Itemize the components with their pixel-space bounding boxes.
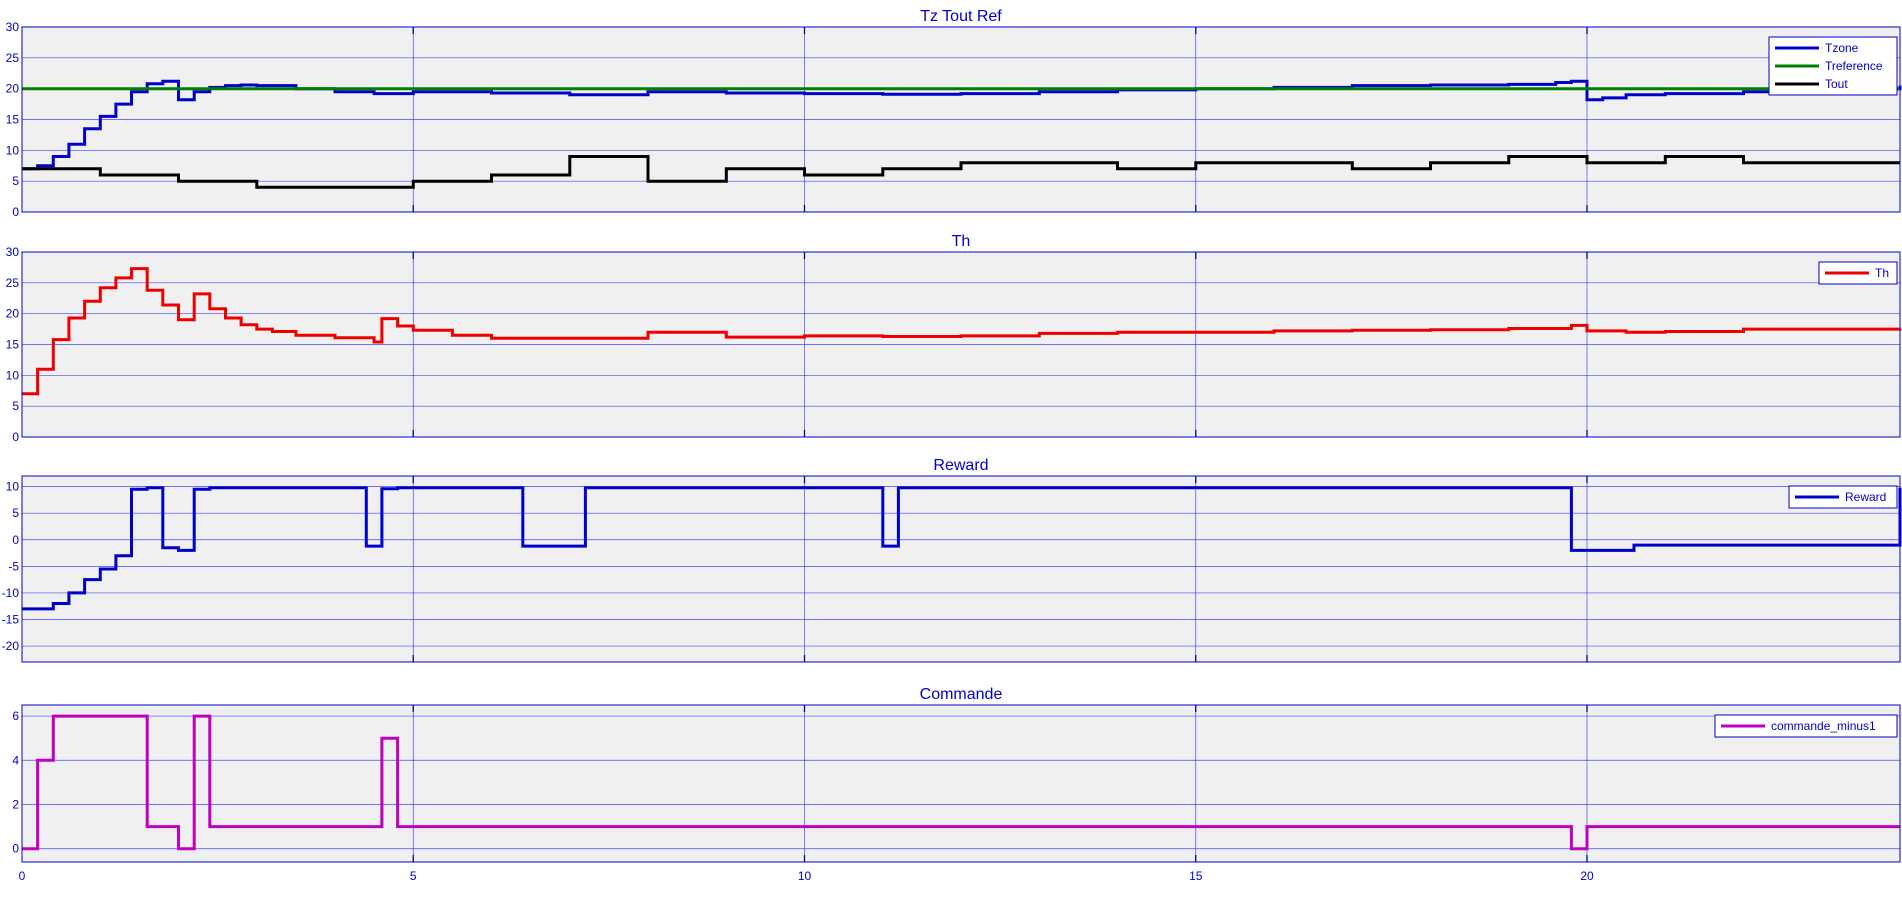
legend[interactable]: commande_minus1 <box>1714 714 1898 738</box>
plot-title: Commande <box>920 686 1003 703</box>
y-tick-label: 15 <box>6 338 20 352</box>
plot-tz-tout-ref: Tz Tout Ref 0 5 10 15 20 25 30 Tzone Treference To… <box>6 8 1902 219</box>
y-tick-label: 0 <box>12 205 19 219</box>
series-tout <box>22 155 1900 189</box>
y-tick-label: 25 <box>6 51 20 65</box>
legend-label-commande-minus1: commande_minus1 <box>1771 719 1876 733</box>
y-tick-label: 6 <box>12 709 19 723</box>
y-tick-label: 5 <box>12 506 19 520</box>
axes-background <box>22 476 1900 662</box>
legend-label-reward: Reward <box>1845 490 1886 504</box>
x-tick-label: 0 <box>19 869 26 883</box>
x-tick-label: 15 <box>1189 869 1203 883</box>
y-tick-label: 30 <box>6 20 20 34</box>
plot-commande: Commande 0 2 4 6 commande_minus1 0 5 10 15 20 <box>12 686 1901 883</box>
legend[interactable]: Tzone Treference Tout <box>1768 36 1898 96</box>
y-tick-label: -20 <box>2 639 20 653</box>
y-tick-label: 30 <box>6 245 20 259</box>
axes-border <box>21 26 1901 213</box>
legend-label-th: Th <box>1875 266 1889 280</box>
y-tick-label: 10 <box>6 480 20 494</box>
plot-title: Tz Tout Ref <box>920 8 1002 25</box>
legend[interactable]: Th <box>1818 261 1898 285</box>
plot-th: Th 0 5 10 15 20 25 30 Th <box>6 233 1902 444</box>
y-tick-label: 25 <box>6 276 20 290</box>
y-tick-label: 15 <box>6 113 20 127</box>
series-tzone <box>22 79 1902 171</box>
series-th <box>22 267 1902 396</box>
legend-label-tout: Tout <box>1825 77 1848 91</box>
y-tick-label: -10 <box>2 586 20 600</box>
plot-title: Reward <box>933 457 988 474</box>
y-tick-label: 20 <box>6 307 20 321</box>
series-reward <box>22 486 1902 611</box>
y-tick-label: 20 <box>6 82 20 96</box>
y-tick-label: -5 <box>8 559 19 573</box>
y-tick-label: 0 <box>12 430 19 444</box>
y-tick-label: 5 <box>12 174 19 188</box>
x-tick-label: 20 <box>1580 869 1594 883</box>
plot-reward: Reward -20 -15 -10 -5 0 5 10 Reward <box>2 457 1902 663</box>
legend-box <box>1788 485 1898 509</box>
legend-label-tzone: Tzone <box>1825 41 1859 55</box>
y-tick-label: 10 <box>6 143 20 157</box>
axes-border <box>21 251 1901 438</box>
axes-border <box>21 475 1901 663</box>
series-commande-minus1 <box>22 714 1900 851</box>
y-tick-label: 10 <box>6 368 20 382</box>
x-tick-label: 5 <box>410 869 417 883</box>
axes-border <box>21 704 1901 863</box>
axes-background <box>22 705 1900 862</box>
x-tick-label: 10 <box>798 869 812 883</box>
y-tick-label: 4 <box>12 753 19 767</box>
y-tick-label: -15 <box>2 612 20 626</box>
y-tick-label: 5 <box>12 399 19 413</box>
y-tick-label: 0 <box>12 533 19 547</box>
y-tick-label: 0 <box>12 842 19 856</box>
legend-box <box>1714 714 1898 738</box>
legend[interactable]: Reward <box>1788 485 1898 509</box>
plot-title: Th <box>952 233 971 250</box>
y-tick-label: 2 <box>12 798 19 812</box>
legend-label-treference: Treference <box>1825 59 1883 73</box>
